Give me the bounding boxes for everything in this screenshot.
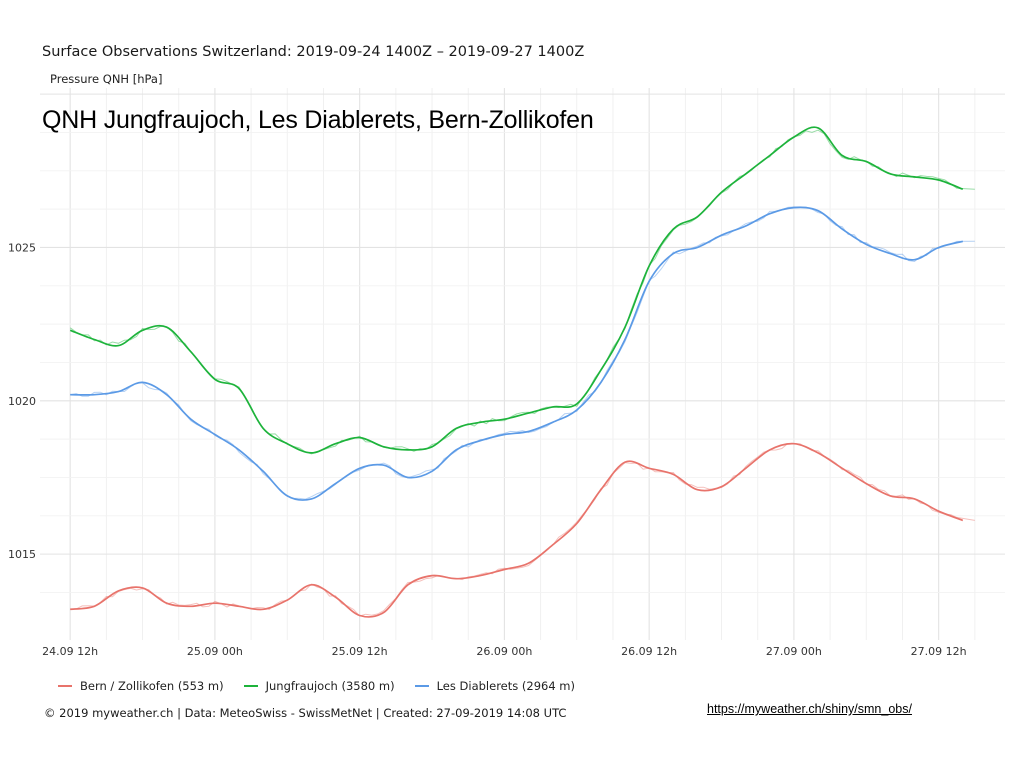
x-tick-label: 26.09 12h	[621, 645, 677, 658]
y-tick-label: 1025	[8, 241, 36, 254]
overlay-title: QNH Jungfraujoch, Les Diablerets, Bern-Z…	[42, 106, 594, 134]
x-tick-label: 25.09 00h	[187, 645, 243, 658]
legend-item-les-diablerets: Les Diablerets (2964 m)	[414, 679, 575, 693]
chart-title: Surface Observations Switzerland: 2019-0…	[42, 44, 585, 60]
chart-series	[69, 126, 975, 618]
legend-label-les-diablerets: Les Diablerets (2964 m)	[436, 679, 575, 693]
y-tick-label: 1020	[8, 395, 36, 408]
footer-credit: © 2019 myweather.ch | Data: MeteoSwiss -…	[44, 706, 567, 720]
legend-label-bern: Bern / Zollikofen (553 m)	[80, 679, 224, 693]
chart-legend: Bern / Zollikofen (553 m) Jungfraujoch (…	[58, 679, 595, 693]
chart-subtitle: Pressure QNH [hPa]	[50, 72, 163, 86]
source-link[interactable]: https://myweather.ch/shiny/smn_obs/	[707, 702, 912, 716]
series-raw-line	[69, 129, 975, 455]
x-tick-label: 24.09 12h	[42, 645, 98, 658]
series-raw-line	[70, 442, 975, 617]
chart-grid	[40, 88, 1005, 640]
series-raw-line	[70, 206, 975, 500]
legend-label-jungfraujoch: Jungfraujoch (3580 m)	[265, 679, 395, 693]
x-axis-ticks: 24.09 12h 25.09 00h 25.09 12h 26.09 00h 26.0…	[42, 645, 966, 658]
legend-item-jungfraujoch: Jungfraujoch (3580 m)	[243, 679, 395, 693]
x-tick-label: 25.09 12h	[332, 645, 388, 658]
y-tick-label: 1015	[8, 548, 36, 561]
legend-swatch-les-diablerets	[414, 685, 429, 687]
x-tick-label: 27.09 00h	[766, 645, 822, 658]
series-line	[70, 206, 964, 501]
series-line	[69, 126, 964, 454]
x-tick-label: 27.09 12h	[911, 645, 967, 658]
x-tick-label: 26.09 00h	[476, 645, 532, 658]
legend-swatch-bern	[58, 685, 72, 687]
series-line	[70, 442, 964, 618]
legend-swatch-jungfraujoch	[243, 685, 258, 687]
y-axis-ticks: 1015 1020 1025	[8, 241, 36, 561]
legend-item-bern: Bern / Zollikofen (553 m)	[58, 679, 224, 693]
